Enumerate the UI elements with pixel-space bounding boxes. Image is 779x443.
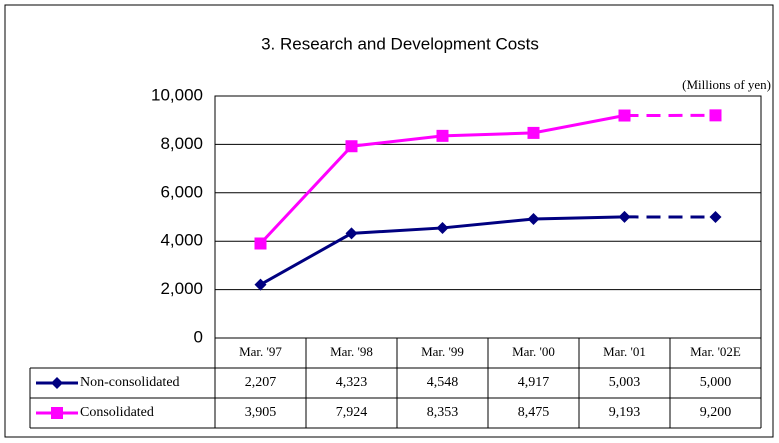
x-tick-label: Mar. '98 <box>330 344 373 359</box>
marker <box>709 211 722 223</box>
marker <box>254 237 267 250</box>
x-tick-label: Mar. '01 <box>603 344 646 359</box>
x-tick-label: Mar. '02E <box>690 344 741 359</box>
marker <box>254 278 267 291</box>
x-tick-label: Mar. '99 <box>421 344 464 359</box>
y-tick-label: 0 <box>194 327 203 346</box>
data-label: 8,353 <box>427 405 459 420</box>
data-label: 7,924 <box>336 405 368 420</box>
data-label: 4,323 <box>336 375 368 390</box>
chart-border <box>4 4 774 438</box>
data-label: 4,917 <box>518 375 550 390</box>
data-label: 2,207 <box>245 375 277 390</box>
marker <box>345 227 358 240</box>
x-tick-label: Mar. '97 <box>239 344 282 359</box>
legend-label: Consolidated <box>80 405 154 420</box>
x-tick-label: Mar. '00 <box>512 344 555 359</box>
data-label: 5,003 <box>609 375 641 390</box>
data-label: 5,000 <box>700 375 732 390</box>
data-label: 9,200 <box>700 405 732 420</box>
chart-title: 3. Research and Development Costs <box>261 34 539 53</box>
y-tick-label: 6,000 <box>160 182 203 201</box>
marker <box>527 126 540 139</box>
marker <box>618 109 631 122</box>
marker <box>436 221 449 234</box>
data-label: 4,548 <box>427 375 459 390</box>
y-tick-label: 4,000 <box>160 231 203 250</box>
marker <box>436 129 449 142</box>
marker <box>618 210 631 223</box>
y-tick-label: 8,000 <box>160 134 203 153</box>
data-label: 9,193 <box>609 405 641 420</box>
marker <box>51 377 63 389</box>
marker <box>51 407 63 419</box>
data-label: 8,475 <box>518 405 550 420</box>
y-tick-label: 2,000 <box>160 279 203 298</box>
data-label: 3,905 <box>245 405 277 420</box>
marker <box>709 109 722 122</box>
marker <box>345 140 358 153</box>
legend-label: Non-consolidated <box>80 375 180 390</box>
unit-annotation: (Millions of yen) <box>682 77 771 92</box>
marker <box>527 213 540 226</box>
y-tick-label: 10,000 <box>151 85 203 104</box>
